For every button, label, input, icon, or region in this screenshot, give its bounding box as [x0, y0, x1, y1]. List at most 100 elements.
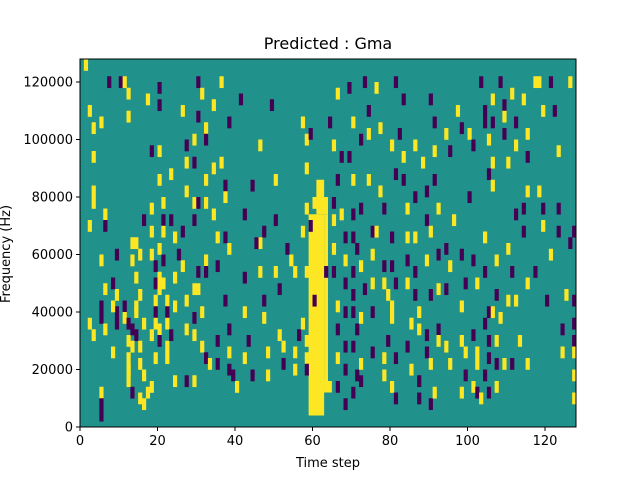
- y-axis-ticks: 0 20000 40000 60000 80000 100000 120000: [23, 76, 80, 436]
- heatmap-cell: [204, 174, 209, 186]
- heatmap-cell: [130, 254, 135, 267]
- heatmap-cell: [258, 266, 263, 278]
- heatmap-cell: [351, 208, 356, 221]
- heatmap-cell: [204, 266, 209, 278]
- heatmap-cell: [335, 87, 340, 100]
- heatmap-cell: [192, 375, 197, 388]
- heatmap-cell: [436, 335, 441, 347]
- heatmap-cell: [142, 317, 147, 330]
- heatmap-cell: [227, 363, 232, 376]
- heatmap-cell: [533, 266, 538, 278]
- heatmap-cell: [424, 185, 430, 198]
- heatmap-cell: [486, 352, 492, 365]
- heatmap-cell: [502, 358, 507, 370]
- heatmap-cell: [572, 335, 577, 347]
- heatmap-cell: [161, 225, 166, 238]
- heatmap-cell: [506, 243, 511, 255]
- heatmap-cell: [459, 335, 464, 347]
- heatmap-cell: [521, 202, 526, 215]
- heatmap-cell: [130, 323, 135, 336]
- heatmap-cell: [390, 260, 395, 273]
- heatmap-cell: [393, 277, 399, 290]
- heatmap-cell: [91, 151, 96, 163]
- heatmap-cell: [386, 335, 391, 347]
- heatmap-cell: [227, 116, 232, 129]
- heatmap-cell: [556, 202, 561, 215]
- heatmap-cell: [165, 317, 170, 330]
- heatmap-cell: [91, 122, 96, 135]
- heatmap-cell: [459, 386, 464, 399]
- heatmap-cell: [138, 392, 143, 405]
- heatmap-cell: [521, 93, 526, 106]
- heatmap-cell: [331, 139, 337, 152]
- y-tick-label: 100000: [23, 133, 73, 148]
- heatmap-cell: [304, 202, 309, 215]
- heatmap-cell: [281, 358, 286, 370]
- heatmap-cell: [262, 225, 267, 238]
- heatmap-cell: [537, 185, 542, 198]
- y-tick-label: 60000: [32, 248, 73, 263]
- heatmap-cell: [486, 168, 492, 181]
- heatmap-cell: [444, 128, 449, 140]
- heatmap-cell: [494, 381, 499, 393]
- heatmap-cell: [483, 105, 488, 117]
- heatmap-cell: [215, 358, 220, 370]
- heatmap-cell: [192, 197, 197, 209]
- heatmap-cell: [343, 340, 348, 353]
- heatmap-cell: [405, 277, 410, 290]
- heatmap-cell: [448, 145, 453, 158]
- heatmap-cell: [122, 312, 127, 324]
- heatmap-cell: [138, 289, 143, 301]
- heatmap-cell: [343, 306, 348, 319]
- heatmap-cell: [572, 317, 577, 330]
- heatmap-cell: [417, 323, 422, 336]
- heatmap-cell: [242, 352, 247, 365]
- heatmap-cells: [83, 59, 577, 422]
- heatmap-cell: [467, 191, 472, 204]
- heatmap-cell: [359, 260, 364, 273]
- heatmap-cell: [370, 277, 375, 290]
- heatmap-cell: [219, 76, 224, 89]
- heatmap-cell: [393, 168, 399, 181]
- heatmap-cell: [304, 352, 309, 365]
- heatmap-cell: [289, 254, 294, 267]
- heatmap-cell: [355, 243, 360, 255]
- heatmap-cell: [475, 346, 480, 359]
- heatmap-cell: [227, 346, 232, 359]
- heatmap-cell: [351, 266, 356, 278]
- plot-area: [79, 58, 577, 428]
- heatmap-cell: [335, 323, 340, 336]
- heatmap-cell: [293, 266, 298, 278]
- heatmap-cell: [556, 225, 561, 238]
- heatmap-cell: [99, 386, 104, 399]
- heatmap-cell: [107, 76, 112, 89]
- heatmap-cell: [204, 122, 209, 135]
- heatmap-cell: [359, 202, 364, 215]
- x-tick-label: 40: [227, 434, 244, 449]
- heatmap-cell: [335, 352, 340, 365]
- heatmap-cell: [548, 76, 554, 89]
- heatmap-cell: [211, 208, 216, 221]
- heatmap-cell: [397, 128, 402, 140]
- heatmap-cell: [471, 139, 476, 152]
- heatmap-cell: [502, 99, 507, 112]
- heatmap-band: [324, 214, 328, 393]
- heatmap-cell: [413, 191, 418, 204]
- heatmap-cell: [312, 317, 317, 330]
- heatmap-cell: [424, 329, 430, 342]
- heatmap-cell: [475, 358, 480, 370]
- heatmap-cell: [432, 174, 437, 186]
- heatmap-cell: [490, 93, 495, 106]
- heatmap-cell: [231, 369, 236, 382]
- heatmap-cell: [99, 116, 104, 129]
- heatmap-cell: [374, 82, 379, 94]
- heatmap-cell: [304, 133, 309, 146]
- heatmap-cell: [467, 128, 472, 140]
- heatmap-cell: [572, 392, 577, 405]
- heatmap-cell: [312, 375, 317, 388]
- heatmap-cell: [87, 317, 92, 330]
- heatmap-cell: [409, 317, 414, 330]
- heatmap-cell: [180, 105, 185, 117]
- heatmap-cell: [196, 197, 201, 209]
- heatmap-cell: [343, 363, 348, 376]
